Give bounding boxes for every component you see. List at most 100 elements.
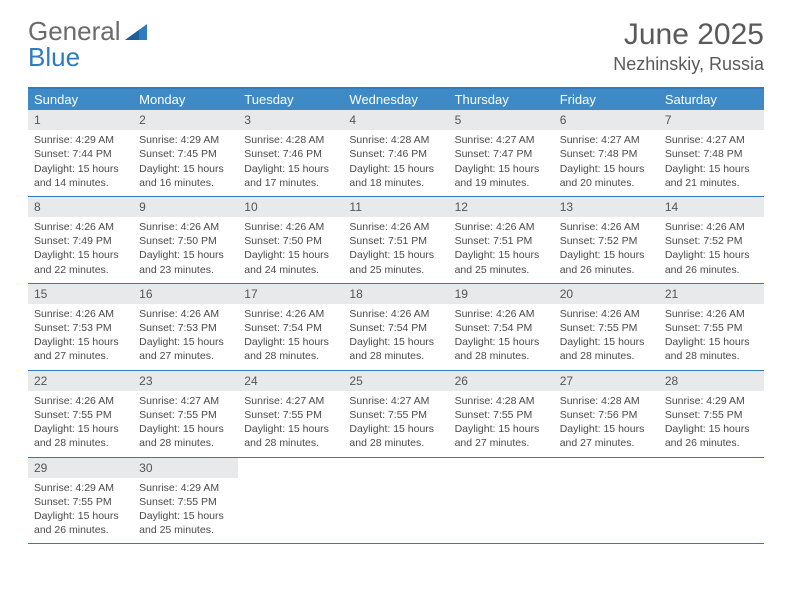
sunset-text: Sunset: 7:52 PM xyxy=(665,234,758,248)
daylight-text: Daylight: 15 hours and 25 minutes. xyxy=(139,509,232,537)
daylight-text: Daylight: 15 hours and 20 minutes. xyxy=(560,162,653,190)
sunrise-text: Sunrise: 4:27 AM xyxy=(455,133,548,147)
sunrise-text: Sunrise: 4:26 AM xyxy=(665,307,758,321)
sunset-text: Sunset: 7:54 PM xyxy=(455,321,548,335)
sunset-text: Sunset: 7:55 PM xyxy=(665,321,758,335)
sunrise-text: Sunrise: 4:27 AM xyxy=(560,133,653,147)
day-body: Sunrise: 4:26 AMSunset: 7:52 PMDaylight:… xyxy=(659,217,764,283)
day-number: 13 xyxy=(554,197,659,217)
sunset-text: Sunset: 7:54 PM xyxy=(244,321,337,335)
location: Nezhinskiy, Russia xyxy=(613,54,764,75)
day-number: 20 xyxy=(554,284,659,304)
sunrise-text: Sunrise: 4:26 AM xyxy=(560,307,653,321)
day-number: 21 xyxy=(659,284,764,304)
day-cell: 27Sunrise: 4:28 AMSunset: 7:56 PMDayligh… xyxy=(554,371,659,457)
day-number: 17 xyxy=(238,284,343,304)
day-number: 18 xyxy=(343,284,448,304)
daylight-text: Daylight: 15 hours and 27 minutes. xyxy=(455,422,548,450)
sunset-text: Sunset: 7:55 PM xyxy=(560,321,653,335)
sunrise-text: Sunrise: 4:27 AM xyxy=(139,394,232,408)
day-body: Sunrise: 4:26 AMSunset: 7:52 PMDaylight:… xyxy=(554,217,659,283)
day-body: Sunrise: 4:27 AMSunset: 7:55 PMDaylight:… xyxy=(238,391,343,457)
day-body: Sunrise: 4:27 AMSunset: 7:48 PMDaylight:… xyxy=(659,130,764,196)
day-cell: 4Sunrise: 4:28 AMSunset: 7:46 PMDaylight… xyxy=(343,110,448,196)
daylight-text: Daylight: 15 hours and 28 minutes. xyxy=(34,422,127,450)
weeks-container: 1Sunrise: 4:29 AMSunset: 7:44 PMDaylight… xyxy=(28,110,764,544)
day-body: Sunrise: 4:29 AMSunset: 7:55 PMDaylight:… xyxy=(28,478,133,544)
sunset-text: Sunset: 7:48 PM xyxy=(560,147,653,161)
day-cell: 18Sunrise: 4:26 AMSunset: 7:54 PMDayligh… xyxy=(343,284,448,370)
day-number: 30 xyxy=(133,458,238,478)
day-body: Sunrise: 4:29 AMSunset: 7:44 PMDaylight:… xyxy=(28,130,133,196)
dow-mon: Monday xyxy=(133,89,238,110)
day-number: 26 xyxy=(449,371,554,391)
sunset-text: Sunset: 7:55 PM xyxy=(244,408,337,422)
sunset-text: Sunset: 7:51 PM xyxy=(349,234,442,248)
day-cell: 17Sunrise: 4:26 AMSunset: 7:54 PMDayligh… xyxy=(238,284,343,370)
daylight-text: Daylight: 15 hours and 17 minutes. xyxy=(244,162,337,190)
daylight-text: Daylight: 15 hours and 25 minutes. xyxy=(349,248,442,276)
dow-tue: Tuesday xyxy=(238,89,343,110)
day-cell: 5Sunrise: 4:27 AMSunset: 7:47 PMDaylight… xyxy=(449,110,554,196)
sunset-text: Sunset: 7:55 PM xyxy=(455,408,548,422)
day-cell: 30Sunrise: 4:29 AMSunset: 7:55 PMDayligh… xyxy=(133,458,238,544)
daylight-text: Daylight: 15 hours and 28 minutes. xyxy=(665,335,758,363)
sunset-text: Sunset: 7:55 PM xyxy=(349,408,442,422)
day-cell xyxy=(449,458,554,544)
day-cell: 9Sunrise: 4:26 AMSunset: 7:50 PMDaylight… xyxy=(133,197,238,283)
sunset-text: Sunset: 7:50 PM xyxy=(139,234,232,248)
day-body: Sunrise: 4:26 AMSunset: 7:53 PMDaylight:… xyxy=(133,304,238,370)
day-body: Sunrise: 4:27 AMSunset: 7:55 PMDaylight:… xyxy=(133,391,238,457)
day-cell: 10Sunrise: 4:26 AMSunset: 7:50 PMDayligh… xyxy=(238,197,343,283)
day-number: 10 xyxy=(238,197,343,217)
day-number: 28 xyxy=(659,371,764,391)
day-cell: 20 Sunrise: 4:26 AMSunset: 7:55 PMDayligh… xyxy=(554,284,659,370)
daylight-text: Daylight: 15 hours and 14 minutes. xyxy=(34,162,127,190)
sunrise-text: Sunrise: 4:28 AM xyxy=(349,133,442,147)
week-row: 22Sunrise: 4:26 AMSunset: 7:55 PMDayligh… xyxy=(28,371,764,458)
day-number: 9 xyxy=(133,197,238,217)
sunrise-text: Sunrise: 4:29 AM xyxy=(34,133,127,147)
title-block: June 2025 Nezhinskiy, Russia xyxy=(613,18,764,75)
dow-wed: Wednesday xyxy=(343,89,448,110)
day-cell: 23Sunrise: 4:27 AMSunset: 7:55 PMDayligh… xyxy=(133,371,238,457)
dow-fri: Friday xyxy=(554,89,659,110)
day-number: 16 xyxy=(133,284,238,304)
day-number: 4 xyxy=(343,110,448,130)
sunrise-text: Sunrise: 4:26 AM xyxy=(349,307,442,321)
day-body: Sunrise: 4:26 AMSunset: 7:51 PMDaylight:… xyxy=(343,217,448,283)
sunset-text: Sunset: 7:53 PM xyxy=(139,321,232,335)
sunset-text: Sunset: 7:56 PM xyxy=(560,408,653,422)
day-cell: 16Sunrise: 4:26 AMSunset: 7:53 PMDayligh… xyxy=(133,284,238,370)
day-number: 19 xyxy=(449,284,554,304)
daylight-text: Daylight: 15 hours and 21 minutes. xyxy=(665,162,758,190)
sunrise-text: Sunrise: 4:26 AM xyxy=(34,307,127,321)
sunrise-text: Sunrise: 4:27 AM xyxy=(349,394,442,408)
sunrise-text: Sunrise: 4:28 AM xyxy=(244,133,337,147)
day-number: 8 xyxy=(28,197,133,217)
daylight-text: Daylight: 15 hours and 23 minutes. xyxy=(139,248,232,276)
day-body: Sunrise: 4:26 AMSunset: 7:55 PMDaylight:… xyxy=(659,304,764,370)
day-number: 22 xyxy=(28,371,133,391)
day-cell: 7Sunrise: 4:27 AMSunset: 7:48 PMDaylight… xyxy=(659,110,764,196)
day-cell xyxy=(238,458,343,544)
day-number: 2 xyxy=(133,110,238,130)
day-body: Sunrise: 4:26 AMSunset: 7:50 PMDaylight:… xyxy=(133,217,238,283)
day-number: 15 xyxy=(28,284,133,304)
day-body: Sunrise: 4:29 AMSunset: 7:45 PMDaylight:… xyxy=(133,130,238,196)
day-cell: 19Sunrise: 4:26 AMSunset: 7:54 PMDayligh… xyxy=(449,284,554,370)
daylight-text: Daylight: 15 hours and 25 minutes. xyxy=(455,248,548,276)
day-cell xyxy=(659,458,764,544)
day-body: Sunrise: 4:26 AMSunset: 7:54 PMDaylight:… xyxy=(449,304,554,370)
day-body: Sunrise: 4:27 AMSunset: 7:47 PMDaylight:… xyxy=(449,130,554,196)
day-cell: 13Sunrise: 4:26 AMSunset: 7:52 PMDayligh… xyxy=(554,197,659,283)
day-cell: 2Sunrise: 4:29 AMSunset: 7:45 PMDaylight… xyxy=(133,110,238,196)
daylight-text: Daylight: 15 hours and 28 minutes. xyxy=(560,335,653,363)
sunrise-text: Sunrise: 4:26 AM xyxy=(455,220,548,234)
daylight-text: Daylight: 15 hours and 27 minutes. xyxy=(139,335,232,363)
daylight-text: Daylight: 15 hours and 26 minutes. xyxy=(560,248,653,276)
day-body: Sunrise: 4:26 AMSunset: 7:54 PMDaylight:… xyxy=(238,304,343,370)
daylight-text: Daylight: 15 hours and 18 minutes. xyxy=(349,162,442,190)
daylight-text: Daylight: 15 hours and 26 minutes. xyxy=(34,509,127,537)
day-body: Sunrise: 4:27 AMSunset: 7:55 PMDaylight:… xyxy=(343,391,448,457)
